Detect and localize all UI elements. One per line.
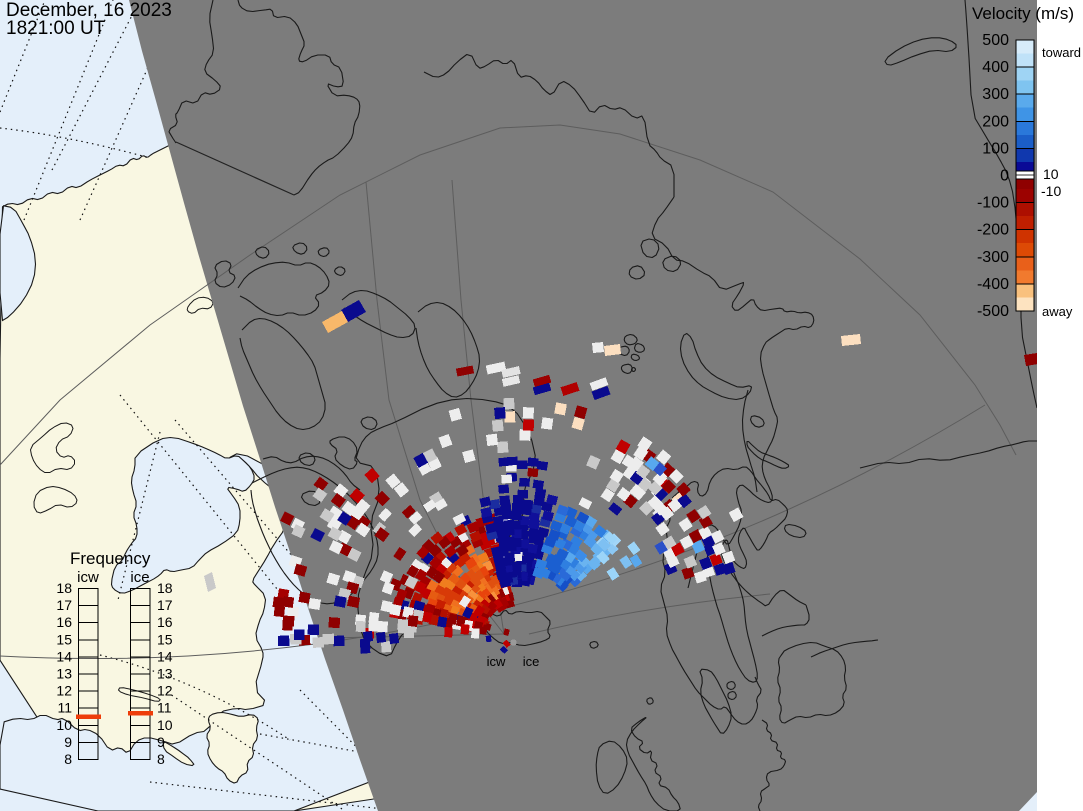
- svg-text:-300: -300: [977, 249, 1009, 266]
- svg-text:Velocity (m/s): Velocity (m/s): [972, 4, 1074, 23]
- svg-text:toward: toward: [1042, 45, 1081, 60]
- svg-text:9: 9: [157, 734, 165, 750]
- svg-text:500: 500: [982, 32, 1009, 49]
- svg-text:icw: icw: [77, 569, 99, 586]
- svg-text:15: 15: [157, 631, 173, 647]
- svg-text:ice: ice: [130, 569, 149, 586]
- svg-text:-100: -100: [977, 195, 1009, 212]
- svg-text:0: 0: [1000, 168, 1009, 185]
- svg-text:13: 13: [56, 666, 72, 682]
- svg-text:icw: icw: [487, 654, 506, 669]
- svg-text:9: 9: [64, 734, 72, 750]
- svg-text:-500: -500: [977, 303, 1009, 320]
- svg-text:11: 11: [57, 700, 72, 716]
- svg-text:18: 18: [157, 580, 173, 596]
- svg-text:-200: -200: [977, 222, 1009, 239]
- svg-text:17: 17: [157, 597, 173, 613]
- svg-text:14: 14: [56, 648, 72, 664]
- svg-text:10: 10: [157, 717, 173, 733]
- svg-text:400: 400: [982, 59, 1009, 76]
- svg-text:10: 10: [56, 717, 72, 733]
- svg-text:1821:00 UT: 1821:00 UT: [6, 18, 106, 39]
- svg-text:16: 16: [56, 614, 72, 630]
- svg-text:17: 17: [56, 597, 72, 613]
- svg-text:-400: -400: [977, 276, 1009, 293]
- svg-text:10: 10: [1043, 166, 1059, 182]
- svg-text:13: 13: [157, 666, 173, 682]
- svg-text:100: 100: [982, 140, 1009, 157]
- svg-text:-10: -10: [1041, 183, 1061, 199]
- svg-text:18: 18: [56, 580, 72, 596]
- svg-text:16: 16: [157, 614, 173, 630]
- svg-text:200: 200: [982, 113, 1009, 130]
- svg-text:December, 16 2023: December, 16 2023: [6, 0, 172, 21]
- svg-text:15: 15: [56, 631, 72, 647]
- svg-text:Frequency: Frequency: [70, 549, 151, 568]
- svg-text:8: 8: [64, 751, 72, 767]
- svg-text:11: 11: [157, 700, 172, 716]
- svg-text:12: 12: [56, 683, 72, 699]
- svg-text:14: 14: [157, 648, 173, 664]
- svg-text:away: away: [1042, 304, 1073, 319]
- svg-text:12: 12: [157, 683, 173, 699]
- svg-text:ice: ice: [523, 654, 540, 669]
- svg-text:8: 8: [157, 751, 165, 767]
- svg-text:300: 300: [982, 86, 1009, 103]
